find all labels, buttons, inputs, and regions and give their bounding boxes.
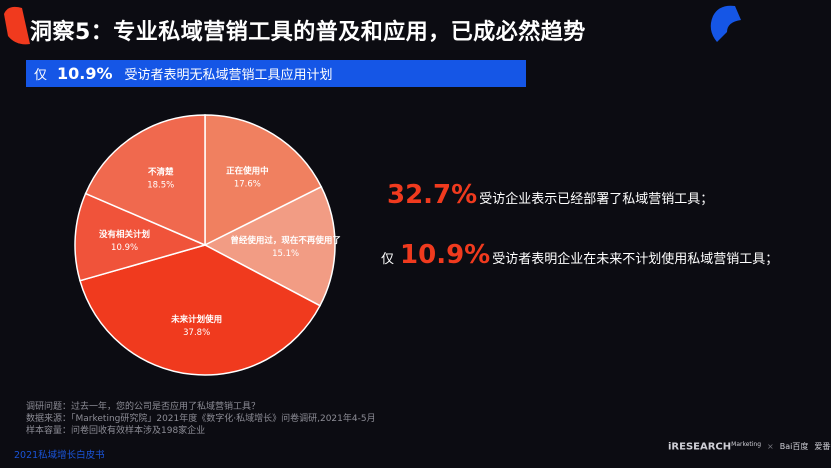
pie-label-3: 没有相关计划 <box>99 229 150 240</box>
pie-value-4: 18.5% <box>147 181 174 191</box>
footnote: 调研问题：过去一年，您的公司是否应用了私域营销工具？ 数据来源：「Marketi… <box>26 401 376 437</box>
page-title: 洞察5：专业私域营销工具的普及和应用，已成必然趋势 <box>30 20 586 45</box>
pie-label-1: 曾经使用过，现在不再使用了 <box>230 235 341 246</box>
pie-slice-1 <box>203 185 336 307</box>
stat-deployed-text: 受访企业表示已经部署了私域营销工具； <box>479 192 714 207</box>
logo-separator: × <box>767 442 774 452</box>
pie-value-3: 10.9% <box>111 243 138 253</box>
baidu-logo: Bai百度 <box>779 442 809 452</box>
iresearch-logo: iRESEARCHMarketing <box>668 441 762 453</box>
corner-red-shape <box>4 6 30 45</box>
pie-value-2: 37.8% <box>183 328 210 338</box>
pie-value-1: 15.1% <box>272 249 299 259</box>
highlight-banner: 仅 10.9% 受访者表明无私域营销工具应用计划 <box>26 60 526 87</box>
banner-value: 10.9% <box>57 64 113 83</box>
third-logo: 爱番番 <box>814 442 831 452</box>
pie-slice-2 <box>79 244 321 376</box>
stat-no-plan-prefix: 仅 <box>381 252 395 267</box>
stat-no-plan-value: 10.9% <box>400 240 491 270</box>
footnote-source: 数据来源：「Marketing研究院」2021年度《数字化·私域增长》问卷调研,… <box>26 414 376 424</box>
banner-text: 受访者表明无私域营销工具应用计划 <box>124 68 333 83</box>
pie-value-0: 17.6% <box>234 179 261 189</box>
pie-slice-0 <box>204 114 323 247</box>
footnote-question: 调研问题：过去一年，您的公司是否应用了私域营销工具？ <box>26 402 261 412</box>
pie-label-2: 未来计划使用 <box>170 314 222 325</box>
partner-logos: iRESEARCHMarketing × Bai百度 爱番番 <box>668 441 831 453</box>
footnote-sample: 样本容量：问卷回收有效样本涉及198家企业 <box>26 426 206 436</box>
pie-chart: 正在使用中 17.6% 曾经使用过，现在不再使用了 15.1% 未来计划使用 37.8% 没… <box>74 114 341 376</box>
banner-prefix: 仅 <box>34 68 48 83</box>
pie-label-4: 不清楚 <box>148 167 174 178</box>
corner-blue-shape <box>710 5 741 42</box>
pie-slice-3 <box>74 192 208 282</box>
stat-no-plan-text: 受访者表明企业在未来不计划使用私域营销工具； <box>492 252 779 267</box>
pie-slice-4 <box>84 114 206 247</box>
stat-deployed-value: 32.7% <box>387 180 478 210</box>
stat-no-plan: 仅 10.9% 受访者表明企业在未来不计划使用私域营销工具； <box>381 240 778 270</box>
pie-label-0: 正在使用中 <box>226 165 269 176</box>
stat-deployed: 32.7% 受访企业表示已经部署了私域营销工具； <box>381 180 713 210</box>
whitepaper-label: 2021私域增长白皮书 <box>14 450 105 461</box>
